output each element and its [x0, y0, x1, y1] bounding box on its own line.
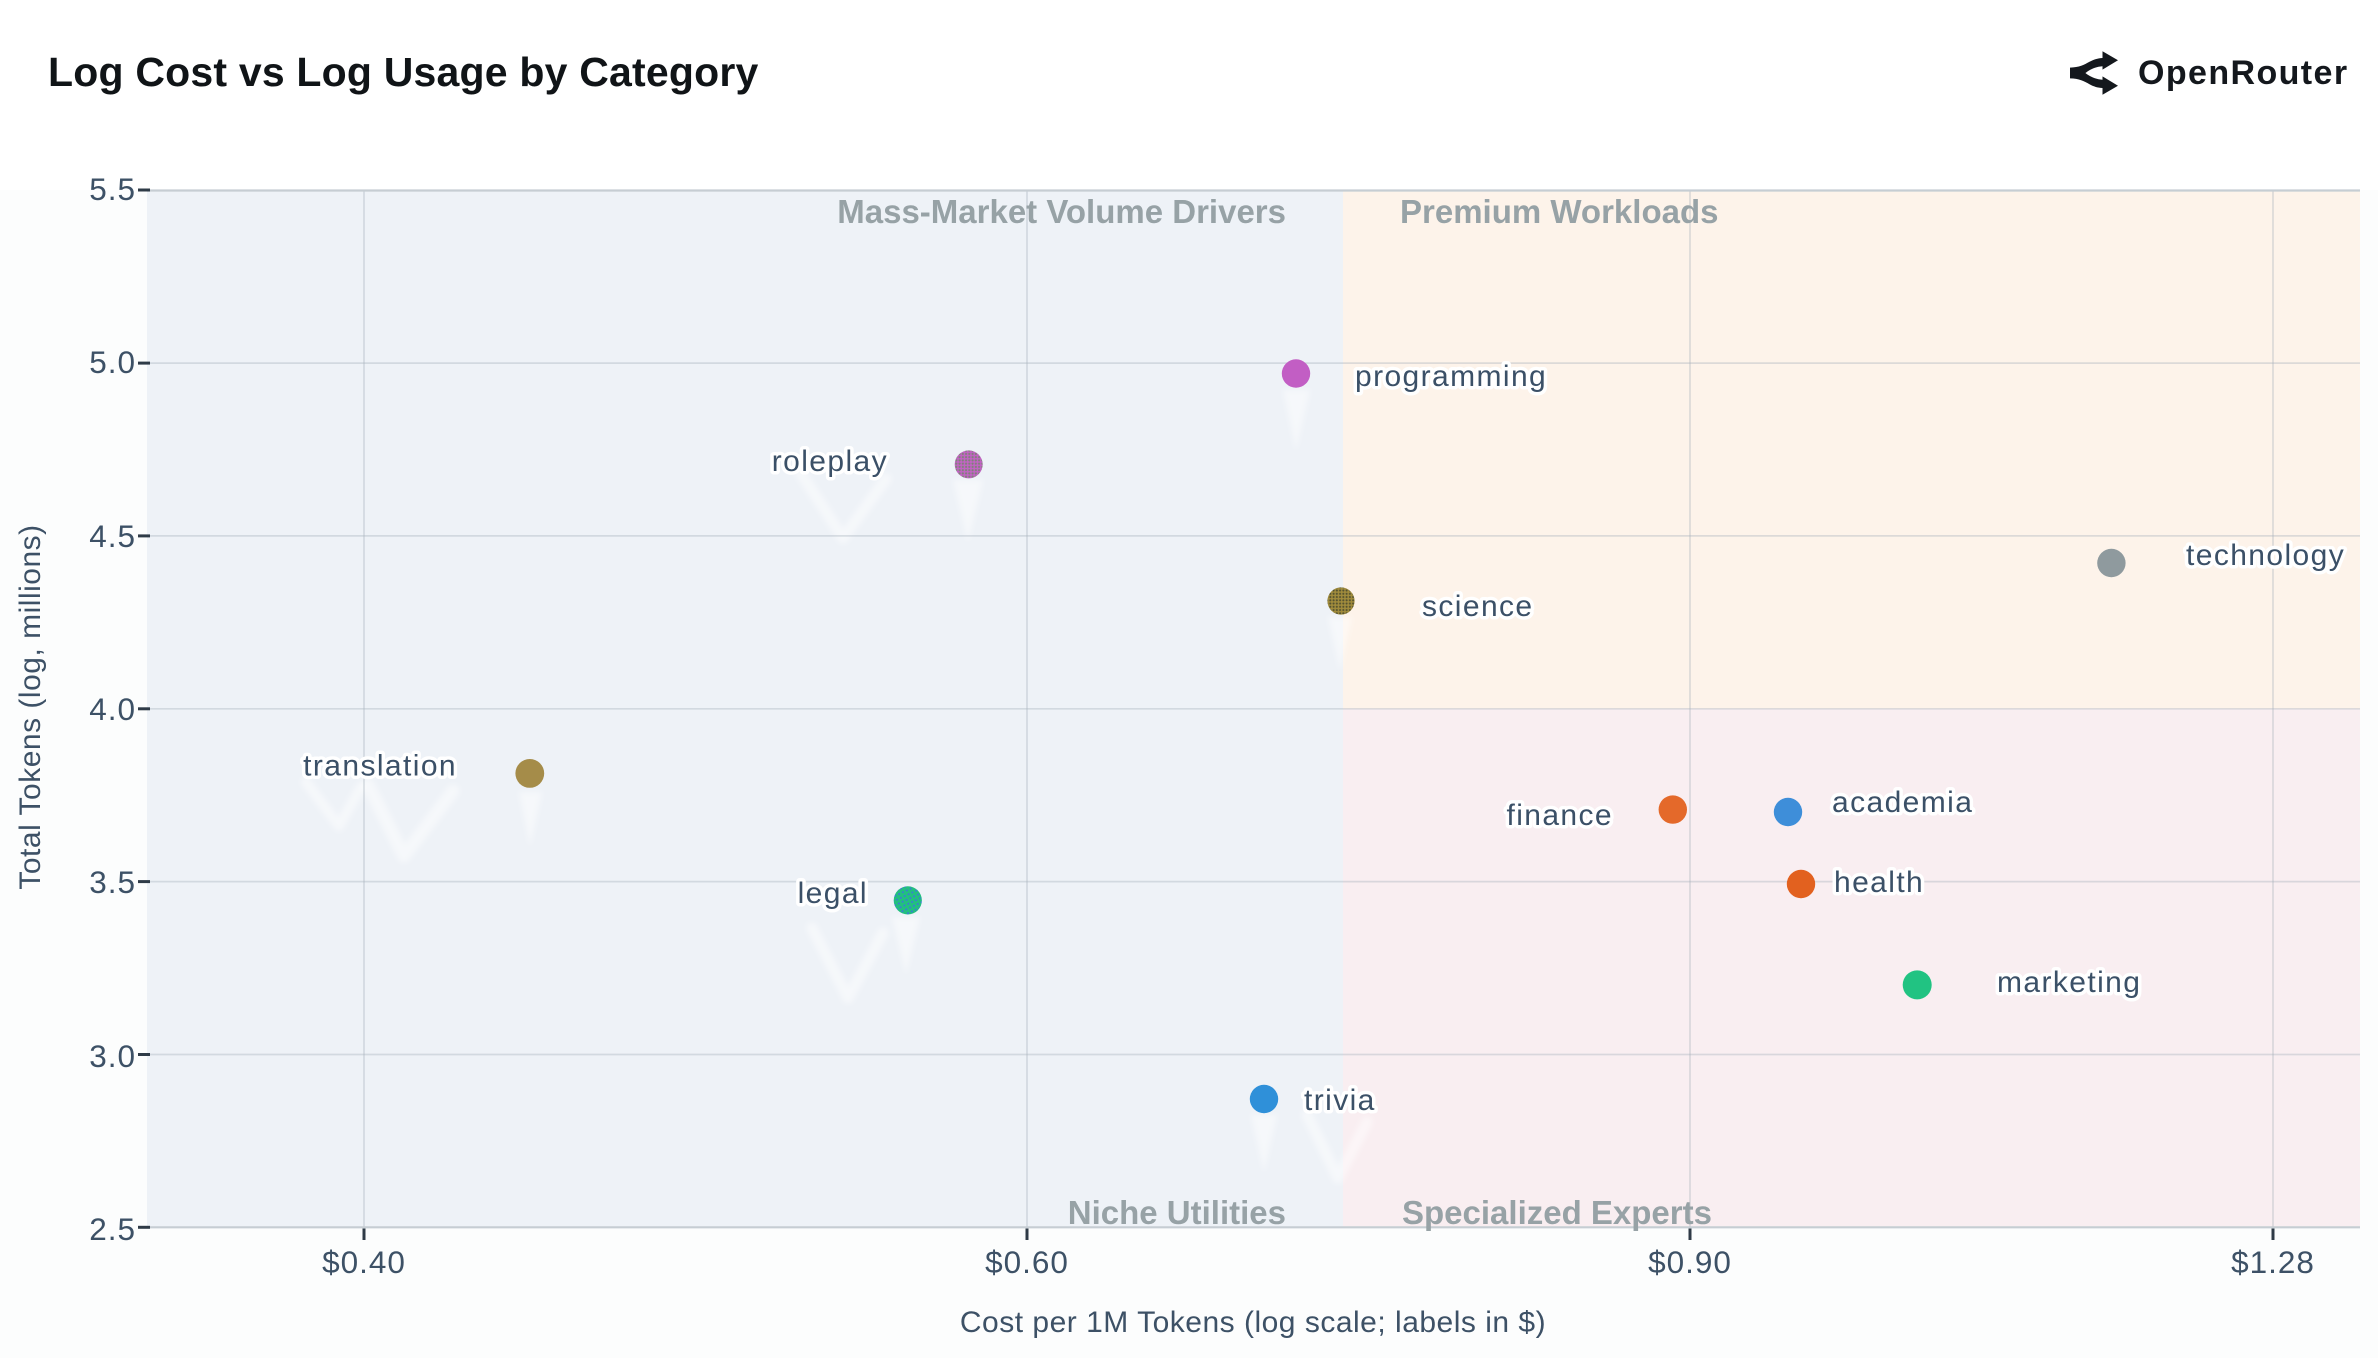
svg-text:Premium Workloads: Premium Workloads: [1400, 193, 1718, 230]
svg-text:$1.28: $1.28: [2231, 1244, 2315, 1280]
svg-text:Niche Utilities: Niche Utilities: [1068, 1194, 1286, 1231]
svg-text:4.5: 4.5: [89, 518, 136, 554]
svg-text:technology: technology: [2186, 539, 2345, 572]
svg-text:marketing: marketing: [1997, 966, 2141, 999]
svg-text:Specialized Experts: Specialized Experts: [1402, 1194, 1712, 1231]
svg-text:health: health: [1834, 866, 1924, 899]
svg-text:4.0: 4.0: [89, 691, 136, 727]
svg-text:OpenRouter: OpenRouter: [2138, 54, 2348, 92]
svg-text:$0.60: $0.60: [985, 1244, 1069, 1280]
svg-text:3.5: 3.5: [89, 864, 136, 900]
svg-text:3.0: 3.0: [89, 1038, 136, 1074]
svg-text:5.0: 5.0: [89, 344, 136, 380]
svg-text:finance: finance: [1506, 799, 1613, 832]
svg-text:academia: academia: [1832, 786, 1973, 819]
svg-text:roleplay: roleplay: [772, 445, 888, 478]
svg-text:trivia: trivia: [1304, 1084, 1376, 1117]
svg-text:Total Tokens (log, millions): Total Tokens (log, millions): [14, 524, 47, 889]
svg-text:$0.90: $0.90: [1648, 1244, 1732, 1280]
svg-text:Mass-Market Volume Drivers: Mass-Market Volume Drivers: [837, 193, 1286, 230]
svg-text:Log Cost vs Log Usage by Categ: Log Cost vs Log Usage by Category: [48, 49, 759, 95]
svg-text:translation: translation: [303, 750, 457, 783]
svg-text:2.5: 2.5: [89, 1211, 136, 1247]
svg-text:programming: programming: [1355, 360, 1547, 393]
svg-text:$0.40: $0.40: [322, 1244, 406, 1280]
svg-text:science: science: [1422, 590, 1534, 623]
svg-text:Cost per 1M Tokens (log scale;: Cost per 1M Tokens (log scale; labels in…: [960, 1306, 1546, 1339]
svg-text:legal: legal: [798, 877, 868, 910]
svg-text:5.5: 5.5: [89, 171, 136, 207]
